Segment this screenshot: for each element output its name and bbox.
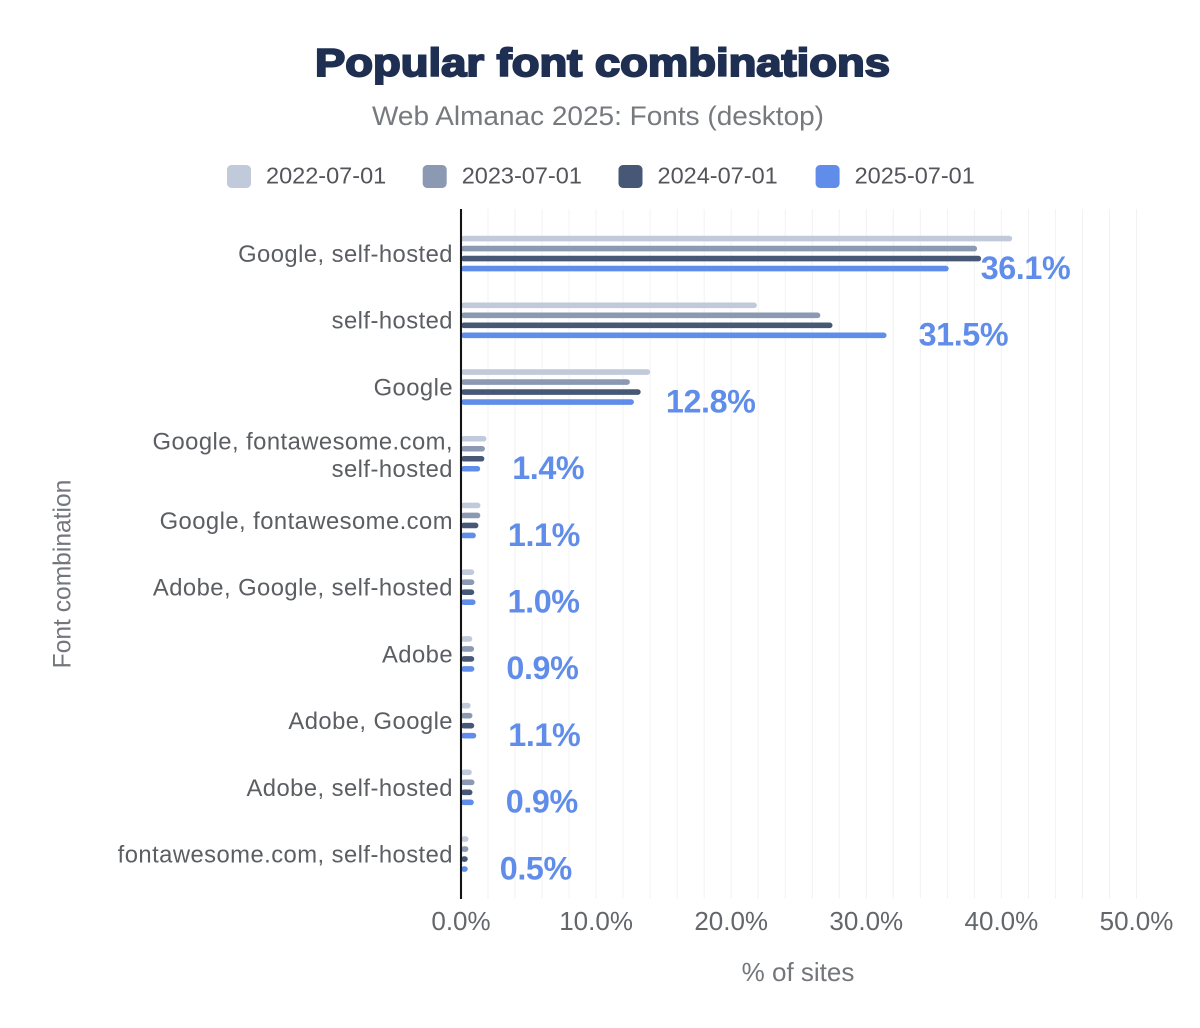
svg-text:Google: Google: [374, 374, 453, 401]
svg-text:Adobe, self-hosted: Adobe, self-hosted: [246, 775, 453, 802]
svg-text:30.0%: 30.0%: [829, 906, 903, 936]
svg-text:20.0%: 20.0%: [694, 906, 768, 936]
svg-text:1.1%: 1.1%: [508, 517, 580, 553]
svg-text:0.9%: 0.9%: [506, 650, 578, 686]
svg-text:Google, fontawesome.com,: Google, fontawesome.com,: [153, 428, 453, 455]
svg-text:Google, fontawesome.com: Google, fontawesome.com: [160, 508, 453, 535]
svg-text:12.8%: 12.8%: [666, 383, 756, 419]
svg-text:fontawesome.com, self-hosted: fontawesome.com, self-hosted: [118, 842, 453, 869]
svg-text:50.0%: 50.0%: [1100, 906, 1174, 936]
svg-text:2024-07-01: 2024-07-01: [658, 163, 778, 189]
svg-text:Google, self-hosted: Google, self-hosted: [238, 241, 453, 268]
svg-text:31.5%: 31.5%: [919, 317, 1009, 353]
svg-text:Adobe, Google, self-hosted: Adobe, Google, self-hosted: [153, 575, 453, 602]
svg-text:Font combination: Font combination: [50, 480, 77, 669]
svg-text:2022-07-01: 2022-07-01: [266, 163, 386, 189]
svg-text:0.9%: 0.9%: [506, 784, 578, 820]
svg-text:Adobe: Adobe: [382, 641, 453, 668]
svg-text:Adobe, Google: Adobe, Google: [288, 708, 453, 735]
svg-text:2023-07-01: 2023-07-01: [462, 163, 582, 189]
svg-text:% of sites: % of sites: [742, 957, 855, 987]
svg-text:Web Almanac 2025: Fonts (deskt: Web Almanac 2025: Fonts (desktop): [372, 101, 824, 131]
svg-text:1.4%: 1.4%: [512, 450, 584, 486]
svg-text:36.1%: 36.1%: [981, 250, 1071, 286]
svg-text:40.0%: 40.0%: [965, 906, 1039, 936]
svg-text:1.1%: 1.1%: [508, 717, 580, 753]
svg-text:0.0%: 0.0%: [431, 906, 490, 936]
svg-text:Popular font combinations: Popular font combinations: [315, 42, 890, 85]
svg-text:2025-07-01: 2025-07-01: [855, 163, 975, 189]
svg-text:self-hosted: self-hosted: [332, 456, 453, 483]
svg-text:1.0%: 1.0%: [508, 584, 580, 620]
svg-text:10.0%: 10.0%: [559, 906, 633, 936]
svg-text:0.5%: 0.5%: [500, 850, 572, 886]
svg-text:self-hosted: self-hosted: [332, 308, 453, 335]
